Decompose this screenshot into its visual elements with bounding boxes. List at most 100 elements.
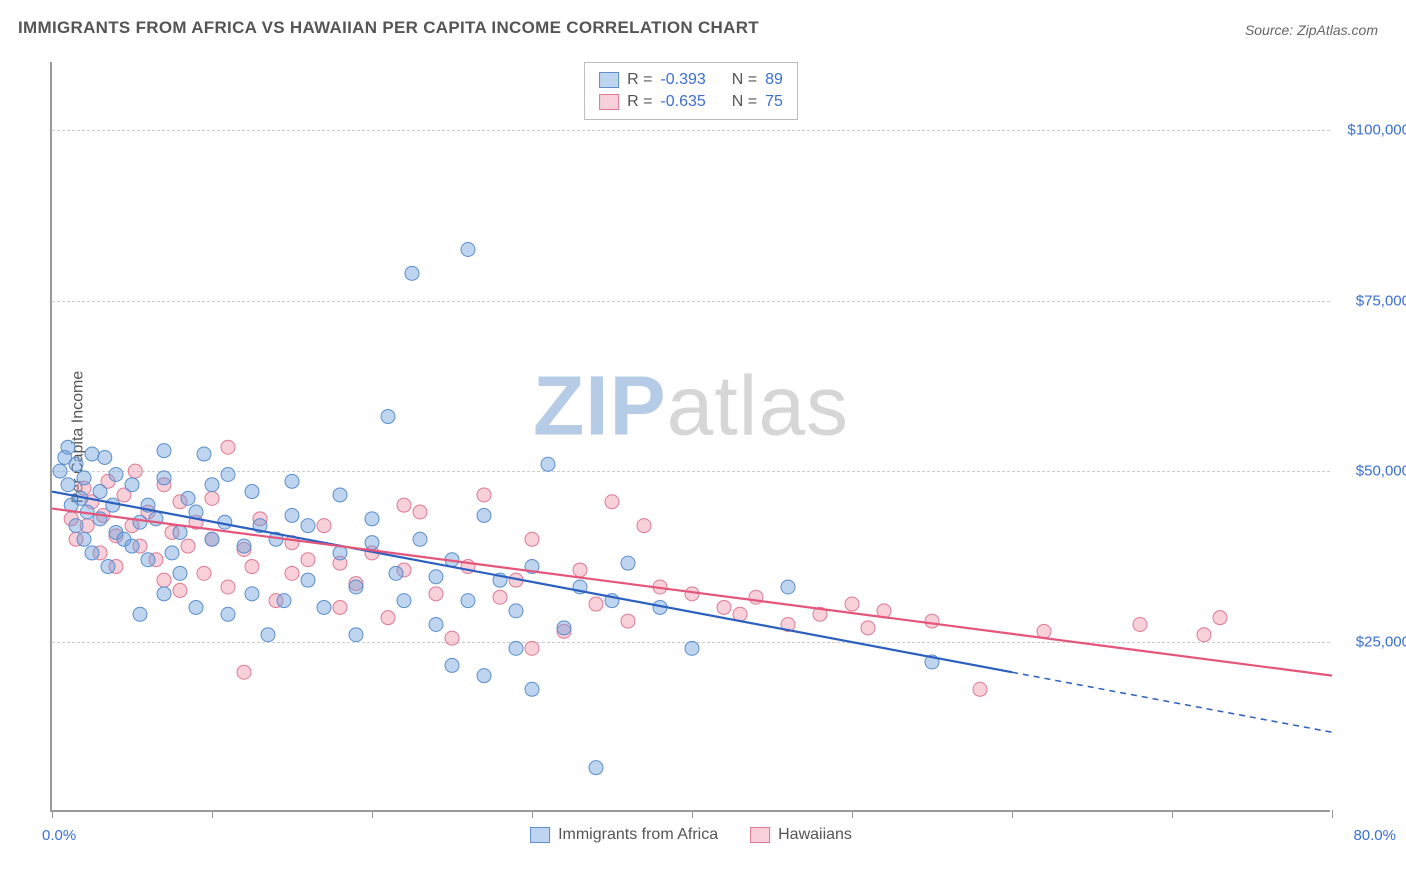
y-tick-label: $100,000 xyxy=(1335,122,1406,139)
source-attribution: Source: ZipAtlas.com xyxy=(1245,22,1378,38)
data-point xyxy=(365,536,379,550)
data-point xyxy=(429,570,443,584)
data-point xyxy=(381,410,395,424)
data-point xyxy=(557,621,571,635)
data-point xyxy=(245,587,259,601)
data-point xyxy=(69,519,83,533)
data-point xyxy=(69,457,83,471)
data-point xyxy=(221,580,235,594)
data-point xyxy=(461,243,475,257)
trend-line-extrapolated xyxy=(1012,672,1332,732)
data-point xyxy=(133,515,147,529)
data-point xyxy=(333,488,347,502)
data-point xyxy=(381,611,395,625)
data-point xyxy=(477,488,491,502)
data-point xyxy=(1133,618,1147,632)
data-point xyxy=(197,447,211,461)
data-point xyxy=(261,628,275,642)
data-point xyxy=(429,587,443,601)
data-point xyxy=(109,468,123,482)
data-point xyxy=(477,508,491,522)
chart-area: Per Capita Income ZIPatlas $25,000$50,00… xyxy=(50,62,1330,812)
data-point xyxy=(141,553,155,567)
data-point xyxy=(157,587,171,601)
data-point xyxy=(205,491,219,505)
data-point xyxy=(365,512,379,526)
data-point xyxy=(61,440,75,454)
data-point xyxy=(277,594,291,608)
data-point xyxy=(445,658,459,672)
data-point xyxy=(173,525,187,539)
data-point xyxy=(541,457,555,471)
data-point xyxy=(165,546,179,560)
data-point xyxy=(205,532,219,546)
data-point xyxy=(525,682,539,696)
data-point xyxy=(301,573,315,587)
r-value-1: -0.393 xyxy=(660,71,705,89)
data-point xyxy=(333,600,347,614)
x-tick xyxy=(1332,810,1333,818)
x-axis-max-label: 80.0% xyxy=(1353,827,1396,844)
data-point xyxy=(221,468,235,482)
legend-label-1: Immigrants from Africa xyxy=(558,826,718,844)
data-point xyxy=(1197,628,1211,642)
legend-row-series2: R = -0.635 N = 75 xyxy=(599,91,783,113)
data-point xyxy=(461,594,475,608)
data-point xyxy=(157,471,171,485)
data-point xyxy=(405,266,419,280)
data-point xyxy=(133,607,147,621)
data-point xyxy=(237,539,251,553)
data-point xyxy=(477,669,491,683)
data-point xyxy=(589,597,603,611)
y-tick-label: $75,000 xyxy=(1335,292,1406,309)
data-point xyxy=(221,607,235,621)
data-point xyxy=(85,546,99,560)
data-point xyxy=(413,532,427,546)
data-point xyxy=(285,474,299,488)
data-point xyxy=(197,566,211,580)
r-label: R = xyxy=(627,71,652,89)
n-label: N = xyxy=(732,93,757,111)
data-point xyxy=(173,583,187,597)
data-point xyxy=(605,495,619,509)
x-tick xyxy=(52,810,53,818)
data-point xyxy=(509,604,523,618)
plot-region: ZIPatlas $25,000$50,000$75,000$100,000 R… xyxy=(50,62,1330,812)
data-point xyxy=(925,614,939,628)
swatch-series1-bottom xyxy=(530,827,550,843)
n-value-1: 89 xyxy=(765,71,783,89)
x-tick xyxy=(1172,810,1173,818)
data-point xyxy=(173,566,187,580)
data-point xyxy=(93,485,107,499)
data-point xyxy=(525,532,539,546)
data-point xyxy=(181,491,195,505)
data-point xyxy=(493,590,507,604)
y-tick-label: $25,000 xyxy=(1335,633,1406,650)
data-point xyxy=(245,560,259,574)
data-point xyxy=(317,519,331,533)
r-value-2: -0.635 xyxy=(660,93,705,111)
data-point xyxy=(1213,611,1227,625)
legend-item-1: Immigrants from Africa xyxy=(530,826,718,844)
data-point xyxy=(125,539,139,553)
data-point xyxy=(573,563,587,577)
data-point xyxy=(397,594,411,608)
data-point xyxy=(98,450,112,464)
data-point xyxy=(637,519,651,533)
data-point xyxy=(389,566,403,580)
n-label: N = xyxy=(732,71,757,89)
legend-item-2: Hawaiians xyxy=(750,826,852,844)
data-point xyxy=(413,505,427,519)
data-point xyxy=(685,641,699,655)
data-point xyxy=(397,498,411,512)
data-point xyxy=(317,600,331,614)
data-point xyxy=(621,614,635,628)
data-point xyxy=(621,556,635,570)
x-tick xyxy=(692,810,693,818)
data-point xyxy=(285,508,299,522)
data-point xyxy=(301,553,315,567)
data-point xyxy=(301,519,315,533)
data-point xyxy=(781,580,795,594)
data-point xyxy=(85,447,99,461)
scatter-svg xyxy=(52,62,1330,810)
